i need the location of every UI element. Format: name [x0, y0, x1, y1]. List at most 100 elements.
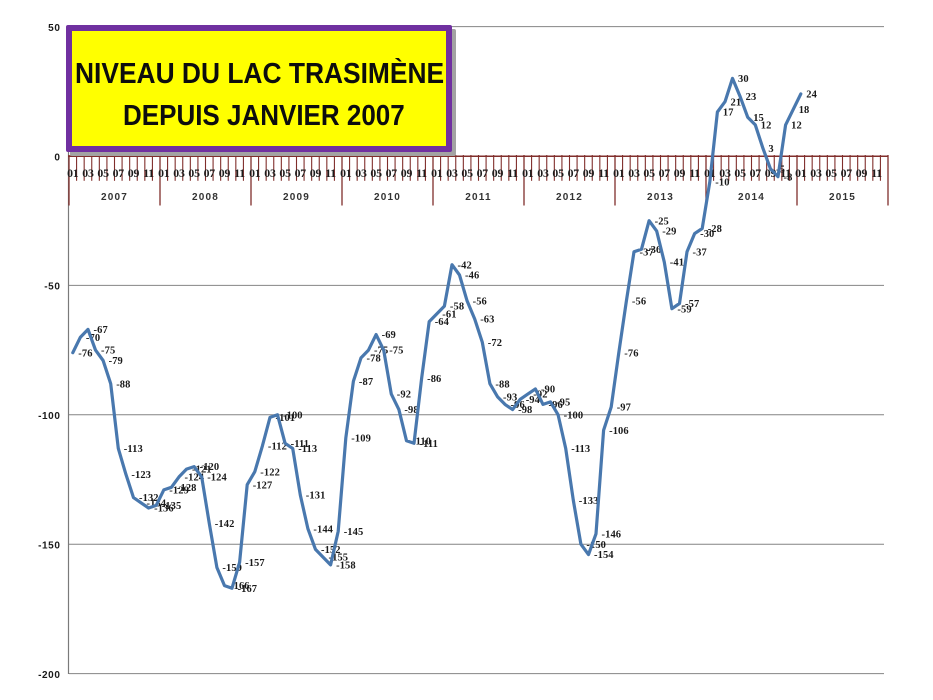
svg-text:07: 07 — [204, 166, 216, 180]
svg-text:05: 05 — [461, 166, 473, 180]
svg-text:-58: -58 — [450, 302, 464, 313]
svg-text:01: 01 — [431, 166, 443, 180]
svg-text:-61: -61 — [442, 310, 456, 321]
svg-text:-37: -37 — [693, 247, 707, 258]
svg-text:-88: -88 — [116, 379, 130, 390]
svg-text:-113: -113 — [571, 444, 590, 455]
svg-text:-88: -88 — [495, 379, 509, 390]
svg-text:-128: -128 — [177, 483, 197, 494]
svg-text:-90: -90 — [541, 385, 555, 396]
svg-text:-75: -75 — [101, 346, 115, 357]
svg-text:-142: -142 — [215, 519, 235, 530]
svg-text:03: 03 — [82, 166, 94, 180]
svg-text:07: 07 — [841, 166, 853, 180]
svg-text:-133: -133 — [579, 496, 599, 507]
svg-text:-200: -200 — [38, 670, 60, 681]
svg-text:-122: -122 — [260, 467, 280, 478]
svg-text:23: 23 — [746, 92, 757, 103]
svg-text:09: 09 — [856, 166, 868, 180]
svg-text:-136: -136 — [154, 504, 174, 515]
svg-text:-30: -30 — [700, 229, 714, 240]
svg-text:-167: -167 — [238, 584, 258, 595]
svg-text:-92: -92 — [533, 390, 547, 401]
svg-text:-98: -98 — [404, 405, 418, 416]
svg-text:-100: -100 — [283, 410, 303, 421]
svg-text:03: 03 — [446, 166, 458, 180]
svg-text:-101: -101 — [276, 413, 296, 424]
svg-text:09: 09 — [674, 166, 686, 180]
svg-text:2013: 2013 — [647, 192, 674, 203]
svg-text:-92: -92 — [397, 390, 411, 401]
svg-text:03: 03 — [173, 166, 185, 180]
svg-text:-36: -36 — [647, 245, 661, 256]
svg-text:-79: -79 — [109, 356, 123, 367]
svg-text:-121: -121 — [192, 465, 212, 476]
svg-text:-112: -112 — [268, 442, 287, 453]
svg-text:2014: 2014 — [738, 192, 765, 203]
svg-text:17: 17 — [723, 108, 734, 119]
svg-text:-150: -150 — [586, 540, 606, 551]
svg-text:-109: -109 — [351, 434, 371, 445]
svg-text:-154: -154 — [594, 550, 614, 561]
svg-text:05: 05 — [97, 166, 109, 180]
svg-text:-155: -155 — [329, 553, 349, 564]
svg-text:2011: 2011 — [465, 192, 492, 203]
svg-text:03: 03 — [628, 166, 640, 180]
svg-text:-152: -152 — [321, 545, 341, 556]
svg-text:09: 09 — [310, 166, 322, 180]
svg-text:-158: -158 — [336, 561, 356, 572]
svg-text:-37: -37 — [640, 247, 654, 258]
svg-text:05: 05 — [188, 166, 200, 180]
svg-text:-75: -75 — [374, 346, 388, 357]
svg-text:07: 07 — [477, 166, 489, 180]
svg-text:-129: -129 — [169, 486, 189, 497]
svg-text:-69: -69 — [382, 330, 396, 341]
svg-text:11: 11 — [234, 166, 245, 180]
svg-text:-145: -145 — [344, 527, 364, 538]
svg-text:-93: -93 — [503, 392, 517, 403]
svg-text:-124: -124 — [207, 473, 227, 484]
svg-text:-111: -111 — [291, 439, 310, 450]
svg-text:11: 11 — [416, 166, 427, 180]
svg-text:12: 12 — [791, 121, 802, 132]
svg-text:-46: -46 — [465, 271, 479, 282]
svg-text:07: 07 — [295, 166, 307, 180]
svg-text:12: 12 — [761, 121, 772, 132]
svg-text:-59: -59 — [677, 304, 691, 315]
svg-text:-135: -135 — [162, 501, 182, 512]
svg-text:01: 01 — [522, 166, 534, 180]
svg-text:-8: -8 — [784, 172, 793, 183]
svg-text:-86: -86 — [427, 374, 441, 385]
svg-text:03: 03 — [264, 166, 276, 180]
svg-text:21: 21 — [731, 97, 742, 108]
svg-text:-28: -28 — [708, 224, 722, 235]
svg-text:-113: -113 — [298, 444, 317, 455]
svg-text:09: 09 — [765, 166, 777, 180]
svg-text:11: 11 — [143, 166, 154, 180]
svg-text:-124: -124 — [185, 473, 205, 484]
svg-text:01: 01 — [249, 166, 261, 180]
svg-text:-67: -67 — [94, 325, 108, 336]
svg-text:11: 11 — [871, 166, 882, 180]
svg-text:09: 09 — [401, 166, 413, 180]
svg-text:07: 07 — [750, 166, 762, 180]
svg-text:05: 05 — [734, 166, 746, 180]
svg-text:-100: -100 — [564, 410, 584, 421]
svg-text:01: 01 — [340, 166, 352, 180]
svg-text:11: 11 — [507, 166, 518, 180]
svg-text:09: 09 — [128, 166, 140, 180]
svg-text:01: 01 — [795, 166, 807, 180]
svg-text:-25: -25 — [655, 216, 669, 227]
svg-text:07: 07 — [386, 166, 398, 180]
svg-text:-41: -41 — [670, 258, 684, 269]
svg-text:-132: -132 — [139, 493, 159, 504]
svg-text:09: 09 — [583, 166, 595, 180]
svg-text:01: 01 — [613, 166, 625, 180]
svg-text:-120: -120 — [200, 462, 220, 473]
svg-text:01: 01 — [158, 166, 170, 180]
svg-text:2008: 2008 — [192, 192, 219, 203]
svg-text:-76: -76 — [624, 348, 638, 359]
svg-text:11: 11 — [780, 166, 791, 180]
svg-text:05: 05 — [552, 166, 564, 180]
svg-text:-64: -64 — [435, 317, 450, 328]
